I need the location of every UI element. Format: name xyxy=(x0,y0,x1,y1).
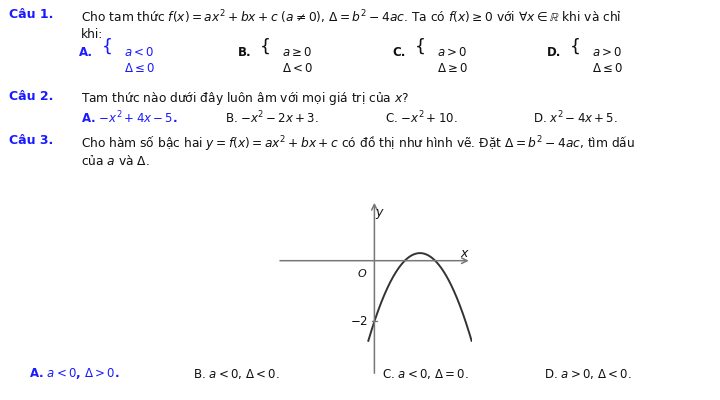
Text: khi:: khi: xyxy=(81,28,103,41)
Text: A. $a<0$, $\Delta>0$.: A. $a<0$, $\Delta>0$. xyxy=(29,366,120,381)
Text: của $a$ và $\Delta$.: của $a$ và $\Delta$. xyxy=(81,154,150,168)
Text: $a<0$: $a<0$ xyxy=(124,46,154,59)
Text: Cho hàm số bậc hai $y=f(x)=ax^2+bx+c$ có đồ thị như hình vẽ. Đặt $\Delta=b^2-4ac: Cho hàm số bậc hai $y=f(x)=ax^2+bx+c$ có… xyxy=(81,134,635,154)
Text: $\Delta\leq 0$: $\Delta\leq 0$ xyxy=(592,62,623,75)
Text: D.: D. xyxy=(547,46,562,59)
Text: Cho tam thức $f(x)=ax^2+bx+c$ $(a\neq 0)$, $\Delta=b^2-4ac$. Ta có $f(x)\geq 0$ : Cho tam thức $f(x)=ax^2+bx+c$ $(a\neq 0)… xyxy=(81,8,621,26)
Text: B.: B. xyxy=(238,46,251,59)
Text: $\{$: $\{$ xyxy=(569,36,580,56)
Text: $y$: $y$ xyxy=(375,207,384,221)
Text: $O$: $O$ xyxy=(357,267,368,279)
Text: $\Delta\geq 0$: $\Delta\geq 0$ xyxy=(437,62,468,75)
Text: $\{$: $\{$ xyxy=(414,36,425,56)
Text: Câu 2.: Câu 2. xyxy=(9,90,54,103)
Text: Câu 1.: Câu 1. xyxy=(9,8,54,21)
Text: $x$: $x$ xyxy=(460,247,469,260)
Text: A.: A. xyxy=(79,46,93,59)
Text: $-2$: $-2$ xyxy=(350,315,369,328)
Text: Câu 3.: Câu 3. xyxy=(9,134,53,147)
Text: C. $-x^2+10$.: C. $-x^2+10$. xyxy=(385,110,458,126)
Text: $\Delta<0$: $\Delta<0$ xyxy=(282,62,313,75)
Text: C. $a<0$, $\Delta=0$.: C. $a<0$, $\Delta=0$. xyxy=(382,367,468,381)
Text: B. $-x^2-2x+3$.: B. $-x^2-2x+3$. xyxy=(225,110,318,126)
Text: $a>0$: $a>0$ xyxy=(592,46,622,59)
Text: A. $-x^2+4x-5$.: A. $-x^2+4x-5$. xyxy=(81,110,177,126)
Text: Tam thức nào dưới đây luôn âm với mọi giá trị của $x$?: Tam thức nào dưới đây luôn âm với mọi gi… xyxy=(81,90,409,107)
Text: B. $a<0$, $\Delta<0$.: B. $a<0$, $\Delta<0$. xyxy=(193,367,279,381)
Text: $a\geq 0$: $a\geq 0$ xyxy=(282,46,312,59)
Text: D. $a>0$, $\Delta<0$.: D. $a>0$, $\Delta<0$. xyxy=(544,367,631,381)
Text: $\Delta\leq 0$: $\Delta\leq 0$ xyxy=(124,62,155,75)
Text: D. $x^2-4x+5$.: D. $x^2-4x+5$. xyxy=(533,110,618,126)
Text: $\{$: $\{$ xyxy=(101,36,112,56)
Text: $a>0$: $a>0$ xyxy=(437,46,467,59)
Text: $\{$: $\{$ xyxy=(259,36,270,56)
Text: C.: C. xyxy=(392,46,406,59)
